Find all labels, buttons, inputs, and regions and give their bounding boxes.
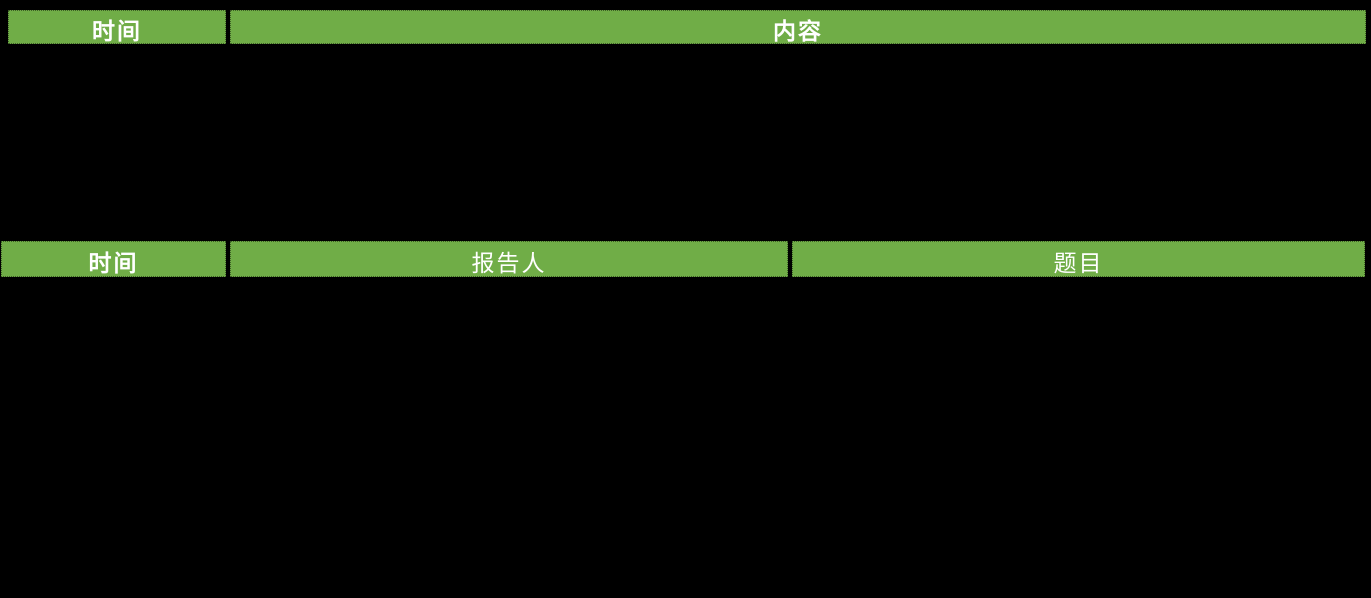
- talks-table-header-row: 时间 报告人 题目: [1, 241, 1365, 277]
- content-table-header-row: 时间 内容: [8, 10, 1366, 44]
- content-table-header-time: 时间: [8, 10, 226, 44]
- talks-table-header-speaker: 报告人: [230, 241, 788, 277]
- content-table-header-content: 内容: [230, 10, 1366, 44]
- talks-table-header-title: 题目: [792, 241, 1365, 277]
- talks-table-header-time: 时间: [1, 241, 226, 277]
